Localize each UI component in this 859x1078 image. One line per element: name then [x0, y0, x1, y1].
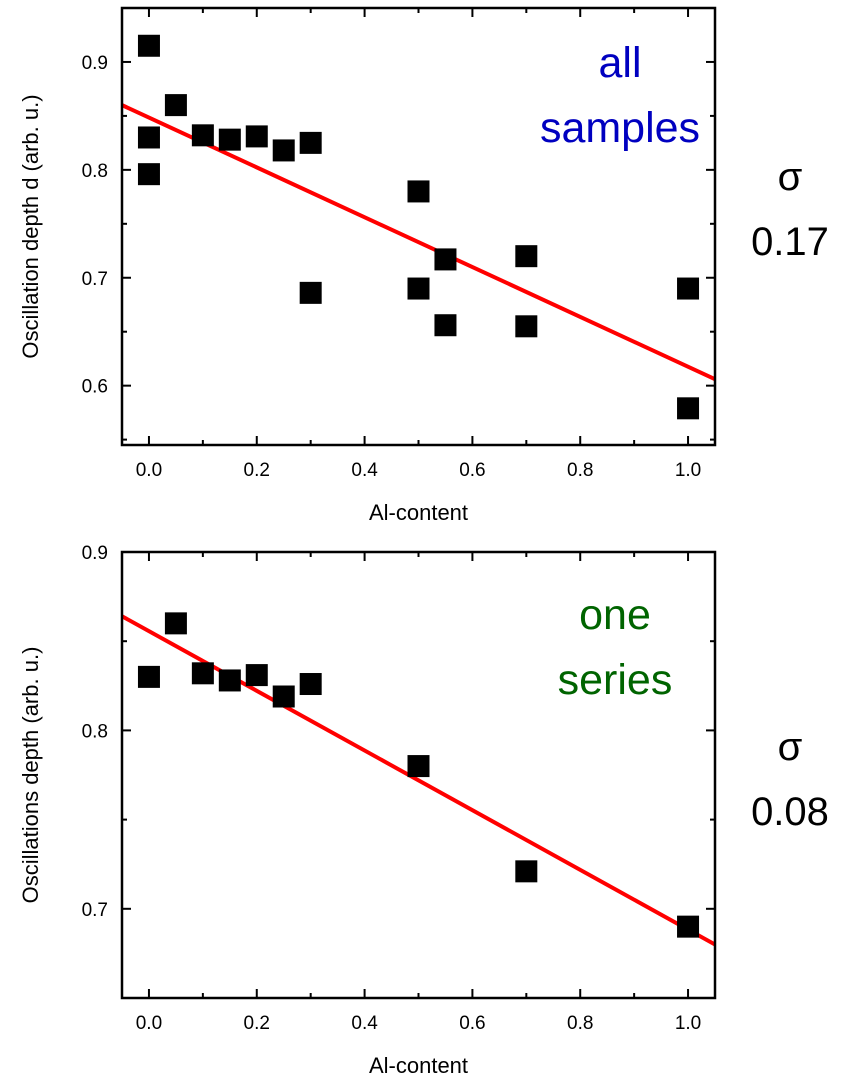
sigma-symbol: σ: [778, 725, 803, 769]
sigma-value: 0.17: [751, 220, 829, 264]
sigma-value: 0.08: [751, 790, 829, 834]
y-tick-label: 0.7: [82, 900, 108, 921]
data-point: [218, 128, 241, 151]
x-tick-label: 0.2: [244, 460, 270, 481]
data-point: [677, 277, 700, 300]
data-point: [515, 315, 538, 338]
x-tick-label: 1.0: [675, 460, 701, 481]
data-point: [407, 277, 430, 300]
y-tick-label: 0.7: [82, 269, 108, 290]
data-point: [407, 755, 430, 778]
x-tick-label: 0.0: [136, 460, 162, 481]
data-point: [434, 248, 457, 271]
x-tick-label: 0.0: [136, 1013, 162, 1034]
data-point: [515, 860, 538, 883]
annotation-line-2: samples: [540, 104, 700, 152]
data-point: [137, 665, 160, 688]
x-tick-label: 0.4: [351, 1013, 378, 1034]
data-point: [272, 139, 295, 162]
y-axis-title: Oscillations depth (arb. u.): [18, 647, 43, 904]
data-point: [137, 163, 160, 186]
data-point: [299, 673, 322, 696]
data-point: [245, 664, 268, 687]
data-point: [677, 397, 700, 420]
x-tick-label: 0.4: [351, 460, 378, 481]
data-point: [299, 131, 322, 154]
y-tick-label: 0.6: [82, 377, 108, 398]
data-point: [515, 245, 538, 268]
x-axis-title: Al-content: [369, 1053, 468, 1078]
data-point: [191, 124, 214, 147]
x-tick-label: 0.8: [567, 1013, 593, 1034]
data-point: [434, 314, 457, 337]
x-axis-title: Al-content: [369, 500, 468, 525]
data-point: [245, 125, 268, 148]
data-point: [164, 612, 187, 635]
x-tick-label: 0.8: [567, 460, 593, 481]
x-tick-label: 1.0: [675, 1013, 701, 1034]
data-point: [164, 94, 187, 117]
data-point: [677, 915, 700, 938]
data-point: [137, 34, 160, 57]
x-tick-label: 0.6: [459, 460, 485, 481]
x-tick-label: 0.6: [459, 1013, 485, 1034]
panel-all-samples: 0.0 0.2 0.4 0.6 0.8 1.0 0.6 0.7 0.8 0.9 Al-content…: [18, 6, 829, 525]
annotation-line-1: all: [598, 39, 641, 87]
y-tick-label: 0.9: [82, 53, 108, 74]
annotation-line-2: series: [558, 656, 673, 704]
y-axis-title: Oscillation depth d (arb. u.): [18, 94, 43, 358]
y-tick-label: 0.9: [82, 543, 108, 564]
y-tick-label: 0.8: [82, 161, 108, 182]
data-point: [137, 126, 160, 149]
fit-line: [122, 103, 715, 381]
data-point: [299, 281, 322, 304]
data-point: [272, 685, 295, 708]
data-point: [407, 180, 430, 203]
data-point: [191, 662, 214, 685]
annotation-line-1: one: [579, 591, 651, 639]
y-tick-label: 0.8: [82, 721, 108, 742]
x-tick-label: 0.2: [244, 1013, 270, 1034]
sigma-symbol: σ: [778, 155, 803, 199]
data-point: [218, 669, 241, 692]
panel-one-series: 0.0 0.2 0.4 0.6 0.8 1.0 0.7 0.8 0.9 Al-content Osc…: [18, 543, 829, 1078]
